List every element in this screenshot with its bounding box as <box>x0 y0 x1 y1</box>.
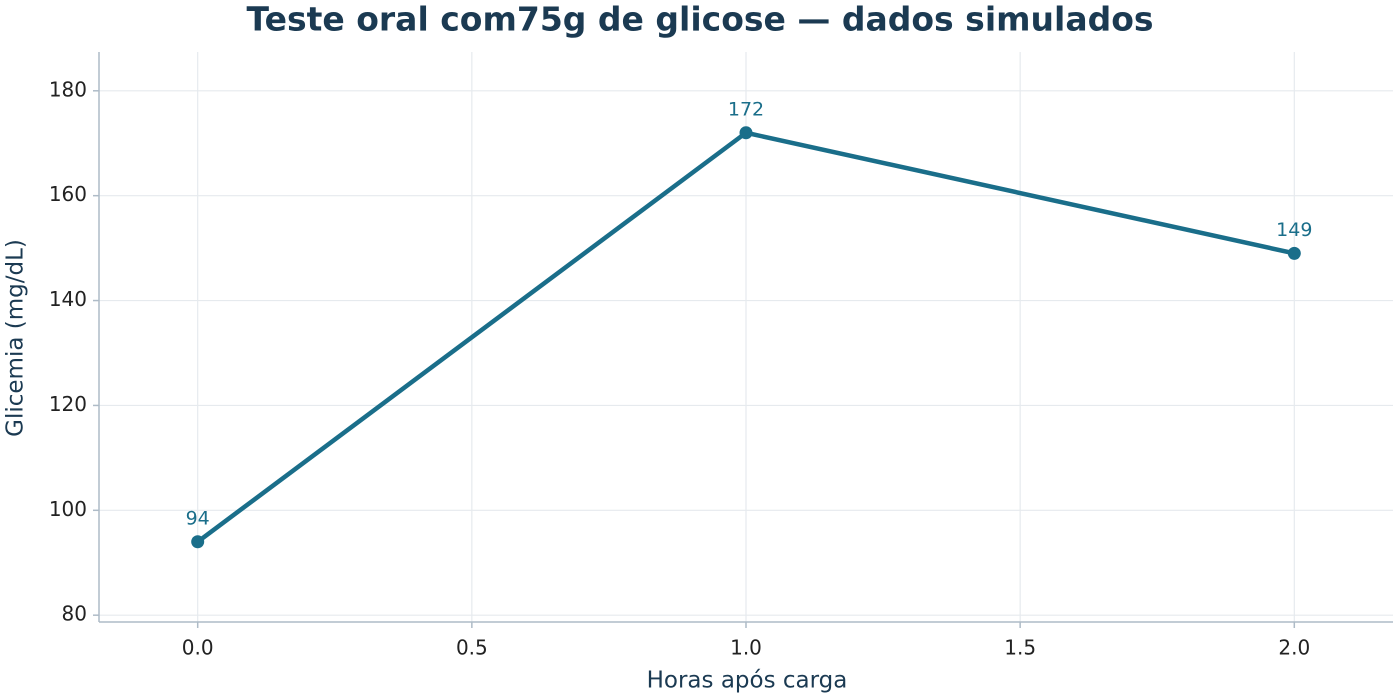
data-label: 149 <box>1276 219 1312 241</box>
chart-title: Teste oral com75g de glicose — dados sim… <box>246 0 1153 39</box>
x-tick-label: 2.0 <box>1278 636 1310 660</box>
marker <box>739 126 753 140</box>
y-axis-label: Glicemia (mg/dL) <box>3 239 29 437</box>
y-tick-label: 100 <box>49 497 87 521</box>
x-tick-label: 0.0 <box>182 636 214 660</box>
y-tick-label: 80 <box>62 602 87 626</box>
x-tick-label: 0.5 <box>456 636 488 660</box>
x-tick-label: 1.0 <box>730 636 762 660</box>
y-tick-label: 160 <box>49 182 87 206</box>
data-label: 94 <box>186 507 210 529</box>
y-tick-label: 180 <box>49 77 87 101</box>
marker <box>1287 246 1301 260</box>
y-tick-label: 140 <box>49 287 87 311</box>
x-axis-label: Horas após carga <box>647 668 848 694</box>
x-tick-label: 1.5 <box>1004 636 1036 660</box>
y-tick-label: 120 <box>49 392 87 416</box>
data-label: 172 <box>728 98 764 120</box>
marker <box>191 535 205 549</box>
